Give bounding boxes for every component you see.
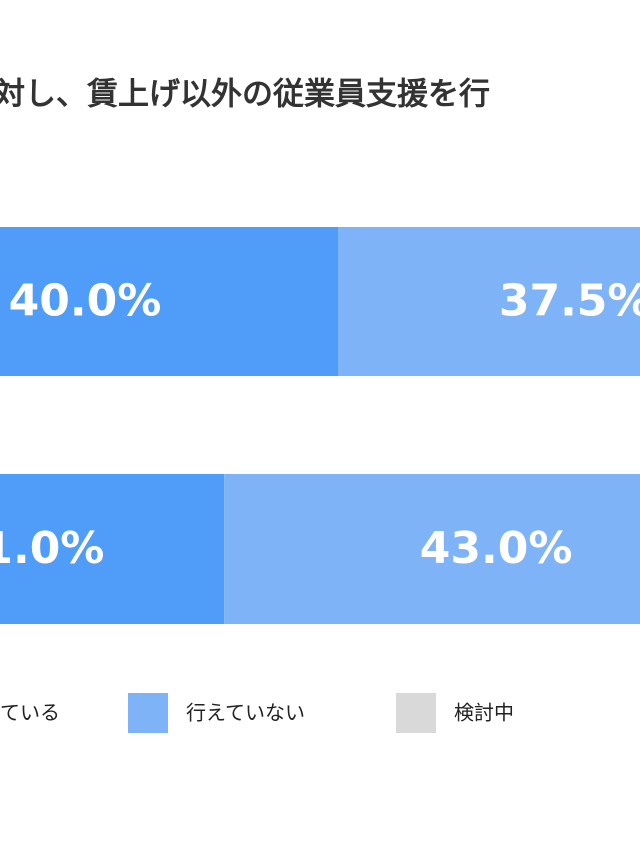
legend-label: ている <box>0 701 60 725</box>
value-label: 31.0% <box>0 523 104 574</box>
legend-label: 行えていない <box>186 701 305 725</box>
bar-segment <box>0 227 338 376</box>
bar-segment <box>224 474 640 624</box>
legend-swatch <box>128 693 168 733</box>
value-label: 43.0% <box>420 523 573 574</box>
chart-title: 対し、賃上げ以外の従業員支援を行 <box>0 77 490 113</box>
bar-segment <box>0 474 225 624</box>
value-label: 37.5% <box>499 276 640 327</box>
value-label: 40.0% <box>9 276 162 327</box>
bar-segment <box>338 227 640 376</box>
legend-swatch <box>396 693 436 733</box>
legend-label: 検討中 <box>454 701 514 725</box>
